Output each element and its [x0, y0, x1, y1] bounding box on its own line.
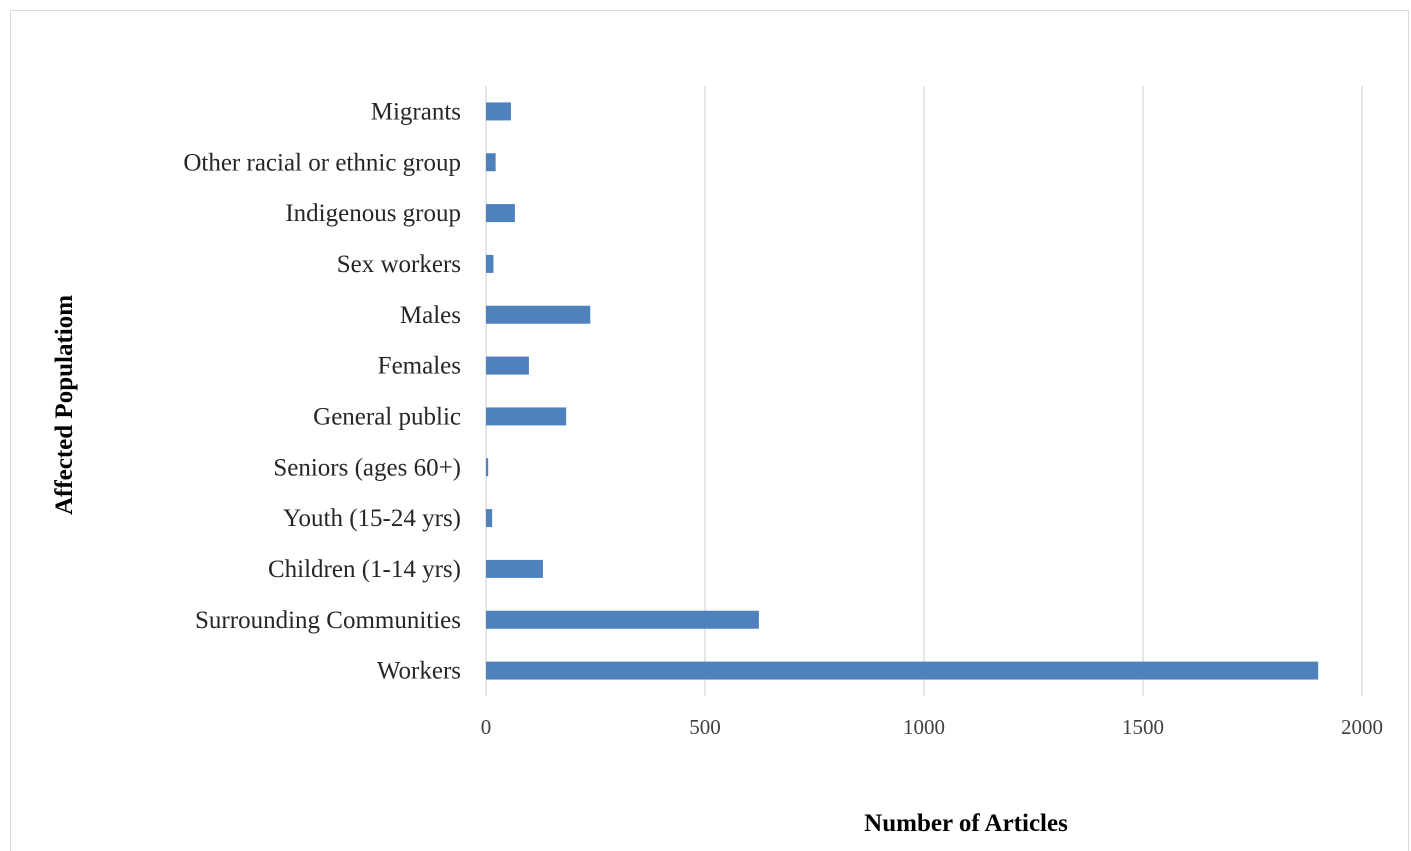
- bar: [486, 407, 567, 426]
- x-tick-labels: 0 500 1000 1500 2000: [481, 715, 1383, 739]
- bar: [486, 610, 759, 629]
- y-axis-title: Affected Populatiom: [51, 295, 78, 515]
- x-tick-label: 1000: [903, 715, 945, 739]
- grid-lines: [485, 86, 1363, 696]
- category-label: Indigenous group: [285, 200, 461, 227]
- category-label: Seniors (ages 60+): [273, 454, 461, 481]
- bar: [486, 204, 515, 223]
- bars: [486, 102, 1319, 680]
- category-label: Youth (15-24 yrs): [283, 505, 461, 532]
- x-tick-label: 2000: [1341, 715, 1383, 739]
- category-label: Migrants: [371, 98, 461, 125]
- category-label: Children (1-14 yrs): [268, 556, 461, 583]
- category-label: Females: [378, 353, 461, 380]
- x-axis-title: Number of Articles: [864, 810, 1068, 837]
- chart-frame: [10, 10, 1409, 851]
- category-label: Workers: [377, 658, 461, 685]
- x-tick-label: 500: [689, 715, 721, 739]
- category-labels: Migrants Other racial or ethnic group Indi…: [183, 98, 461, 684]
- x-tick-label: 1500: [1122, 715, 1164, 739]
- category-label: General public: [313, 403, 461, 430]
- bar: [486, 153, 496, 172]
- bar: [486, 559, 543, 578]
- bar: [486, 305, 591, 324]
- bar: [486, 661, 1319, 680]
- bar: [486, 509, 493, 528]
- category-label: Surrounding Communities: [195, 607, 461, 634]
- bar: [486, 254, 494, 273]
- bar: [486, 356, 529, 375]
- bar: [486, 458, 489, 477]
- category-label: Other racial or ethnic group: [183, 149, 461, 176]
- bar: [486, 102, 511, 121]
- x-tick-label: 0: [481, 715, 492, 739]
- category-label: Sex workers: [337, 251, 461, 278]
- category-label: Males: [400, 302, 461, 329]
